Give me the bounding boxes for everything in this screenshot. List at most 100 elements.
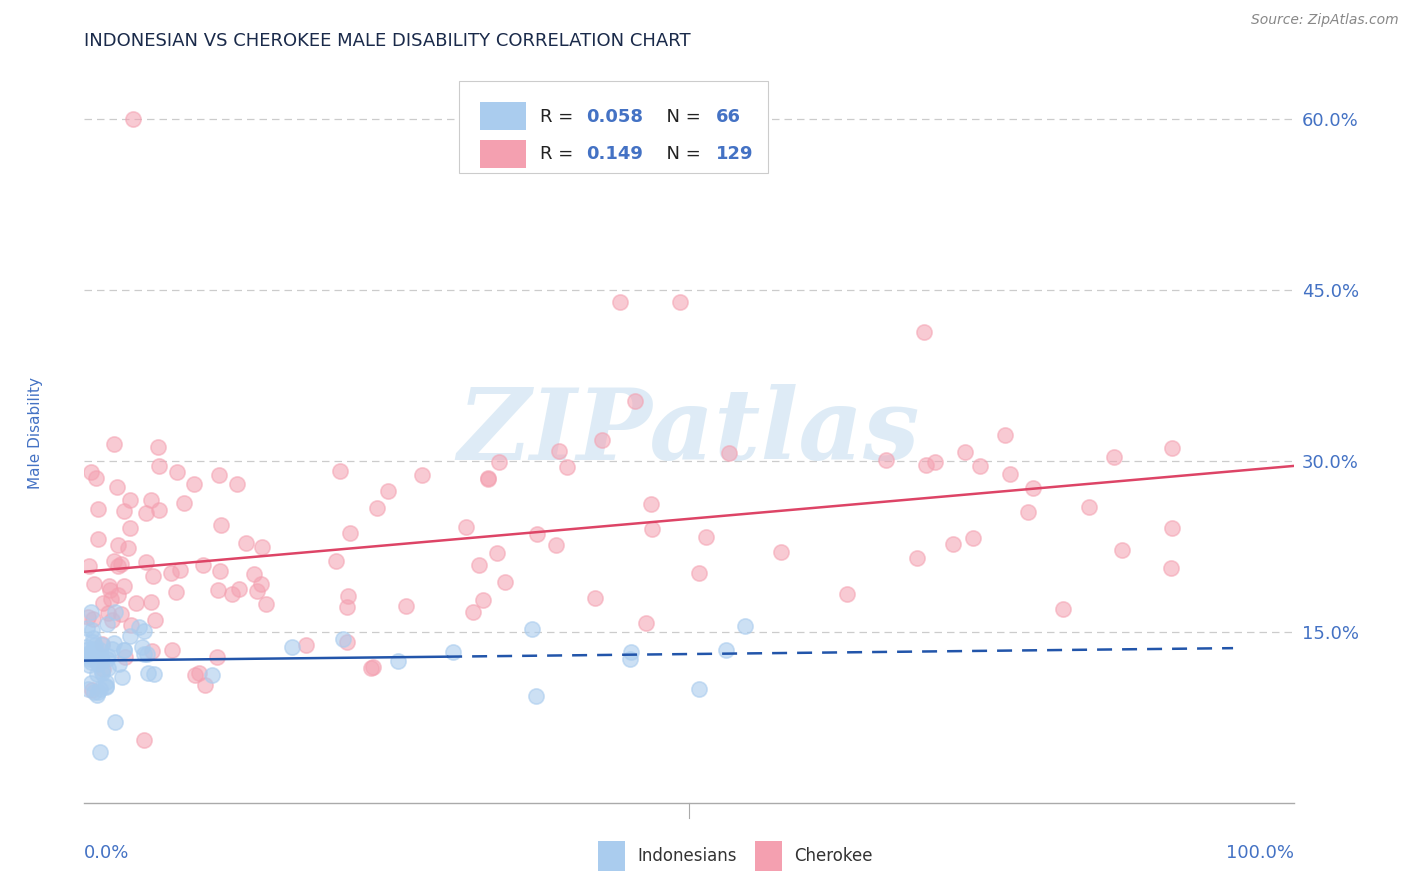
Text: N =: N = (655, 108, 713, 126)
Text: 0.0%: 0.0% (84, 844, 129, 862)
Point (377, 483, 399, 498)
Point (208, 467, 231, 482)
Point (641, 522, 664, 536)
Point (969, 458, 991, 473)
Point (105, 479, 128, 493)
Point (636, 616, 658, 631)
Point (914, 458, 936, 472)
Point (1078, 500, 1101, 514)
Point (640, 497, 662, 511)
Point (468, 558, 491, 572)
Point (526, 526, 548, 541)
Point (555, 460, 578, 475)
Point (669, 294, 692, 309)
Point (714, 643, 737, 657)
Point (520, 622, 543, 636)
Point (80, 650, 103, 665)
Point (1160, 560, 1182, 574)
Point (135, 555, 157, 569)
Point (169, 563, 191, 577)
Point (387, 653, 409, 667)
Point (609, 294, 631, 309)
Text: Male Disability: Male Disability (28, 376, 44, 489)
Point (942, 537, 965, 551)
Point (1017, 505, 1039, 519)
Point (695, 530, 717, 544)
Point (1161, 441, 1184, 455)
Point (688, 681, 710, 696)
Point (120, 629, 142, 643)
Point (125, 596, 148, 610)
FancyBboxPatch shape (479, 103, 526, 130)
Point (1022, 481, 1045, 495)
Point (143, 614, 166, 628)
Point (80, 655, 103, 669)
Point (97, 579, 120, 593)
Point (250, 541, 273, 555)
Point (77, 657, 100, 672)
Point (336, 599, 359, 614)
Point (90, 665, 112, 679)
Point (80, 675, 103, 690)
Point (411, 467, 433, 482)
Point (184, 667, 207, 681)
Point (734, 618, 756, 632)
Point (1161, 521, 1184, 535)
Point (173, 496, 195, 510)
Point (135, 647, 157, 661)
Point (89, 643, 111, 657)
Point (87, 502, 110, 516)
Point (477, 471, 499, 485)
Point (94, 675, 117, 690)
Point (994, 428, 1017, 442)
Point (962, 532, 984, 546)
Point (131, 640, 153, 655)
Point (336, 635, 359, 649)
Point (205, 650, 228, 665)
Point (249, 576, 271, 591)
Point (96, 680, 118, 694)
Point (107, 558, 129, 573)
Text: 66: 66 (716, 108, 741, 126)
Point (77, 681, 100, 696)
Text: 100.0%: 100.0% (1226, 844, 1294, 862)
Point (75, 643, 97, 657)
Point (110, 607, 132, 621)
Point (101, 642, 124, 657)
Point (907, 550, 929, 565)
Point (998, 467, 1021, 482)
Point (619, 652, 641, 666)
Point (86, 644, 108, 658)
Point (201, 668, 224, 682)
Point (395, 599, 418, 614)
Point (325, 553, 347, 567)
Point (86, 666, 108, 681)
Point (107, 538, 129, 552)
Point (80, 605, 103, 619)
Point (955, 445, 977, 459)
Point (120, 618, 142, 632)
Point (91, 596, 114, 610)
Point (79, 652, 101, 666)
Text: Indonesians: Indonesians (637, 847, 737, 865)
Point (183, 476, 205, 491)
Point (441, 644, 464, 658)
Point (924, 455, 946, 469)
Point (339, 525, 361, 540)
Text: ZIPatlas: ZIPatlas (458, 384, 920, 481)
Point (83, 684, 105, 698)
Point (76, 621, 98, 635)
Point (104, 715, 127, 730)
Point (89, 745, 111, 759)
Point (770, 544, 793, 558)
Text: Source: ZipAtlas.com: Source: ZipAtlas.com (1251, 13, 1399, 28)
Point (80, 466, 103, 480)
Point (591, 434, 613, 448)
Point (100, 592, 122, 607)
Point (80, 683, 103, 698)
Point (494, 574, 516, 589)
Point (142, 568, 165, 582)
Point (207, 582, 229, 597)
Point (624, 394, 647, 409)
Point (77, 559, 100, 574)
